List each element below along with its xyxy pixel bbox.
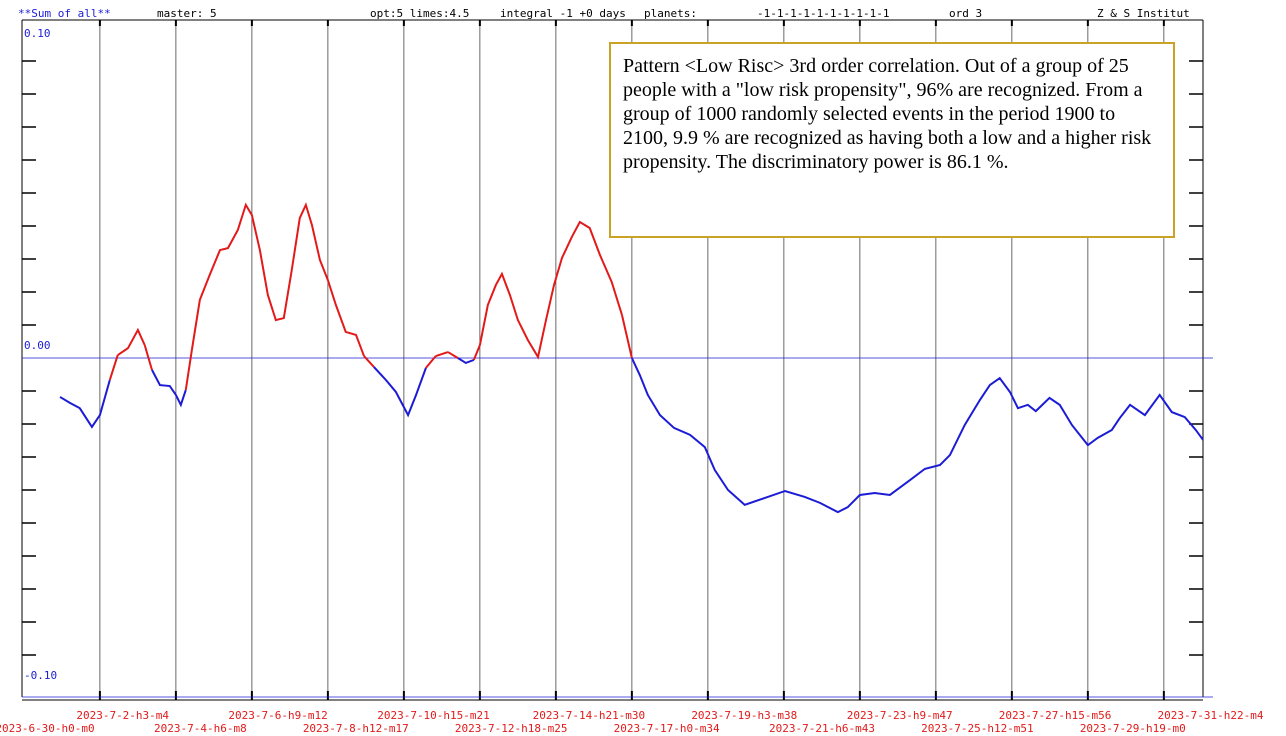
line-segment: [457, 357, 475, 365]
annotation: Pattern <Low Risc> 3rd order correlation…: [609, 42, 1175, 238]
line-segment: [59, 379, 111, 429]
header-text: ord 3: [949, 7, 982, 20]
header-text: opt:5 limes:4.5: [370, 7, 469, 20]
header-text: integral -1 +0 days: [500, 7, 626, 20]
header-text: Z & S Institut: [1097, 7, 1190, 20]
x-tick-label: 2023-7-10-h15-m21: [377, 709, 490, 722]
x-tick-label: 2023-7-23-h9-m47: [847, 709, 953, 722]
x-tick-label: 2023-7-31-h22-m4: [1158, 709, 1264, 722]
line-connector: [472, 344, 481, 361]
x-tick-label: 2023-7-4-h6-m8: [154, 722, 247, 735]
line-connector: [108, 354, 119, 381]
x-tick-label: 2023-7-25-h12-m51: [921, 722, 1034, 735]
header-text: -1-1-1-1-1-1-1-1-1-1: [757, 7, 889, 20]
line-segment: [190, 202, 365, 357]
x-tick-label: 2023-6-30-h0-m0: [0, 722, 95, 735]
y-tick-label: 0.00: [24, 339, 51, 352]
line-connector: [143, 344, 153, 371]
x-tick-label: 2023-7-6-h9-m12: [228, 709, 327, 722]
line-segment: [435, 351, 449, 357]
header-text: planets:: [644, 7, 697, 20]
header-text: **Sum of all**: [18, 7, 111, 20]
x-tick-label: 2023-7-12-h18-m25: [455, 722, 568, 735]
line-segment: [478, 220, 623, 360]
x-tick-label: 2023-7-19-h3-m38: [691, 709, 797, 722]
line-segment: [373, 366, 427, 418]
line-connector: [447, 351, 459, 359]
line-connector: [621, 314, 633, 359]
x-tick-label: 2023-7-8-h12-m17: [303, 722, 409, 735]
x-tick-label: 2023-7-14-h21-m30: [533, 709, 646, 722]
line-segment: [630, 357, 1204, 514]
x-tick-label: 2023-7-17-h0-m34: [614, 722, 720, 735]
x-tick-label: 2023-7-29-h19-m0: [1080, 722, 1186, 735]
x-tick-label: 2023-7-2-h3-m4: [76, 709, 169, 722]
line-segment: [117, 327, 146, 356]
line-segment: [151, 369, 187, 408]
y-tick-label: -0.10: [24, 669, 57, 682]
line-connector: [184, 349, 193, 391]
line-connector: [363, 355, 375, 368]
line-connector: [425, 355, 437, 369]
y-tick-label: 0.10: [24, 27, 51, 40]
x-tick-label: 2023-7-27-h15-m56: [999, 709, 1112, 722]
x-tick-label: 2023-7-21-h6-m43: [769, 722, 875, 735]
header-text: master: 5: [157, 7, 217, 20]
